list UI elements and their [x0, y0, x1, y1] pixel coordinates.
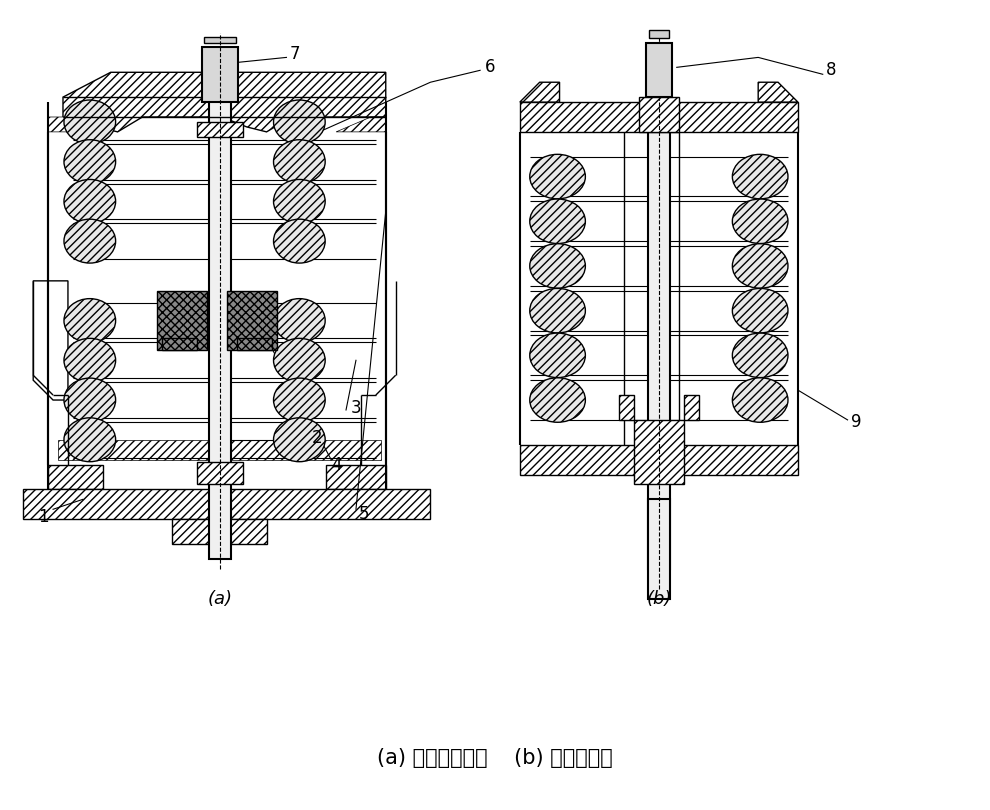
Text: 7: 7	[289, 45, 300, 63]
Ellipse shape	[273, 180, 325, 224]
Bar	[197, 122, 243, 137]
Bar	[227, 291, 276, 351]
Text: 3: 3	[351, 399, 361, 417]
Ellipse shape	[273, 140, 325, 184]
Polygon shape	[34, 281, 68, 400]
Text: (a): (a)	[207, 590, 233, 608]
Ellipse shape	[64, 339, 116, 382]
Text: (a) 气门锁夹固定    (b) 圆柱销固定: (a) 气门锁夹固定 (b) 圆柱销固定	[377, 748, 613, 768]
Text: (b): (b)	[646, 590, 671, 608]
Ellipse shape	[733, 288, 788, 333]
Bar	[162, 339, 197, 351]
Ellipse shape	[530, 244, 585, 288]
Ellipse shape	[733, 377, 788, 422]
Text: 8: 8	[826, 62, 837, 79]
Polygon shape	[520, 83, 559, 102]
Ellipse shape	[273, 299, 325, 343]
Ellipse shape	[64, 180, 116, 224]
Ellipse shape	[64, 418, 116, 462]
Text: 1: 1	[38, 508, 49, 526]
Polygon shape	[63, 72, 386, 132]
Ellipse shape	[64, 100, 116, 144]
Bar	[645, 42, 672, 97]
Polygon shape	[758, 83, 798, 102]
Polygon shape	[49, 465, 103, 489]
Ellipse shape	[64, 220, 116, 263]
Bar	[204, 36, 236, 42]
Ellipse shape	[64, 299, 116, 343]
Ellipse shape	[273, 100, 325, 144]
Bar	[209, 53, 231, 559]
Bar	[157, 291, 207, 351]
Ellipse shape	[530, 288, 585, 333]
Ellipse shape	[733, 333, 788, 377]
Ellipse shape	[530, 333, 585, 377]
Ellipse shape	[64, 378, 116, 422]
Polygon shape	[326, 465, 386, 489]
Text: 5: 5	[359, 505, 369, 523]
Ellipse shape	[530, 199, 585, 244]
Ellipse shape	[733, 199, 788, 244]
Ellipse shape	[64, 140, 116, 184]
Polygon shape	[49, 117, 103, 132]
Bar	[634, 420, 684, 484]
Text: 4: 4	[331, 455, 342, 474]
Text: 6: 6	[485, 58, 496, 76]
Polygon shape	[520, 445, 798, 475]
Ellipse shape	[273, 220, 325, 263]
Polygon shape	[336, 117, 386, 132]
Ellipse shape	[530, 377, 585, 422]
Bar	[197, 462, 243, 484]
Ellipse shape	[273, 339, 325, 382]
Bar	[647, 53, 670, 569]
Bar	[202, 48, 238, 102]
Text: 2: 2	[311, 428, 322, 447]
Bar	[58, 440, 381, 459]
Polygon shape	[639, 97, 679, 132]
Ellipse shape	[273, 418, 325, 462]
Bar	[648, 30, 669, 37]
Ellipse shape	[273, 378, 325, 422]
Polygon shape	[172, 519, 266, 544]
Bar	[520, 102, 798, 132]
Bar	[684, 395, 699, 420]
Bar	[647, 499, 670, 599]
Ellipse shape	[733, 244, 788, 288]
Bar	[619, 395, 634, 420]
Polygon shape	[23, 489, 431, 519]
Bar	[237, 339, 271, 351]
Ellipse shape	[733, 155, 788, 198]
Text: 9: 9	[850, 413, 861, 431]
Ellipse shape	[530, 155, 585, 198]
